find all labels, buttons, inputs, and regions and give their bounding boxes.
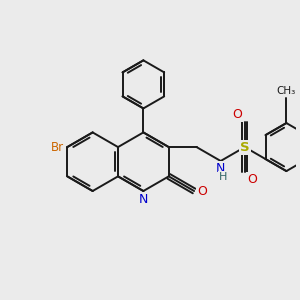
- Text: O: O: [232, 108, 242, 121]
- Text: CH₃: CH₃: [277, 86, 296, 96]
- Text: O: O: [197, 184, 207, 197]
- Text: Br: Br: [51, 141, 64, 154]
- Text: N: N: [139, 193, 148, 206]
- Text: O: O: [247, 173, 257, 186]
- Text: H: H: [219, 172, 227, 182]
- Text: S: S: [240, 141, 250, 154]
- Text: N: N: [216, 162, 225, 176]
